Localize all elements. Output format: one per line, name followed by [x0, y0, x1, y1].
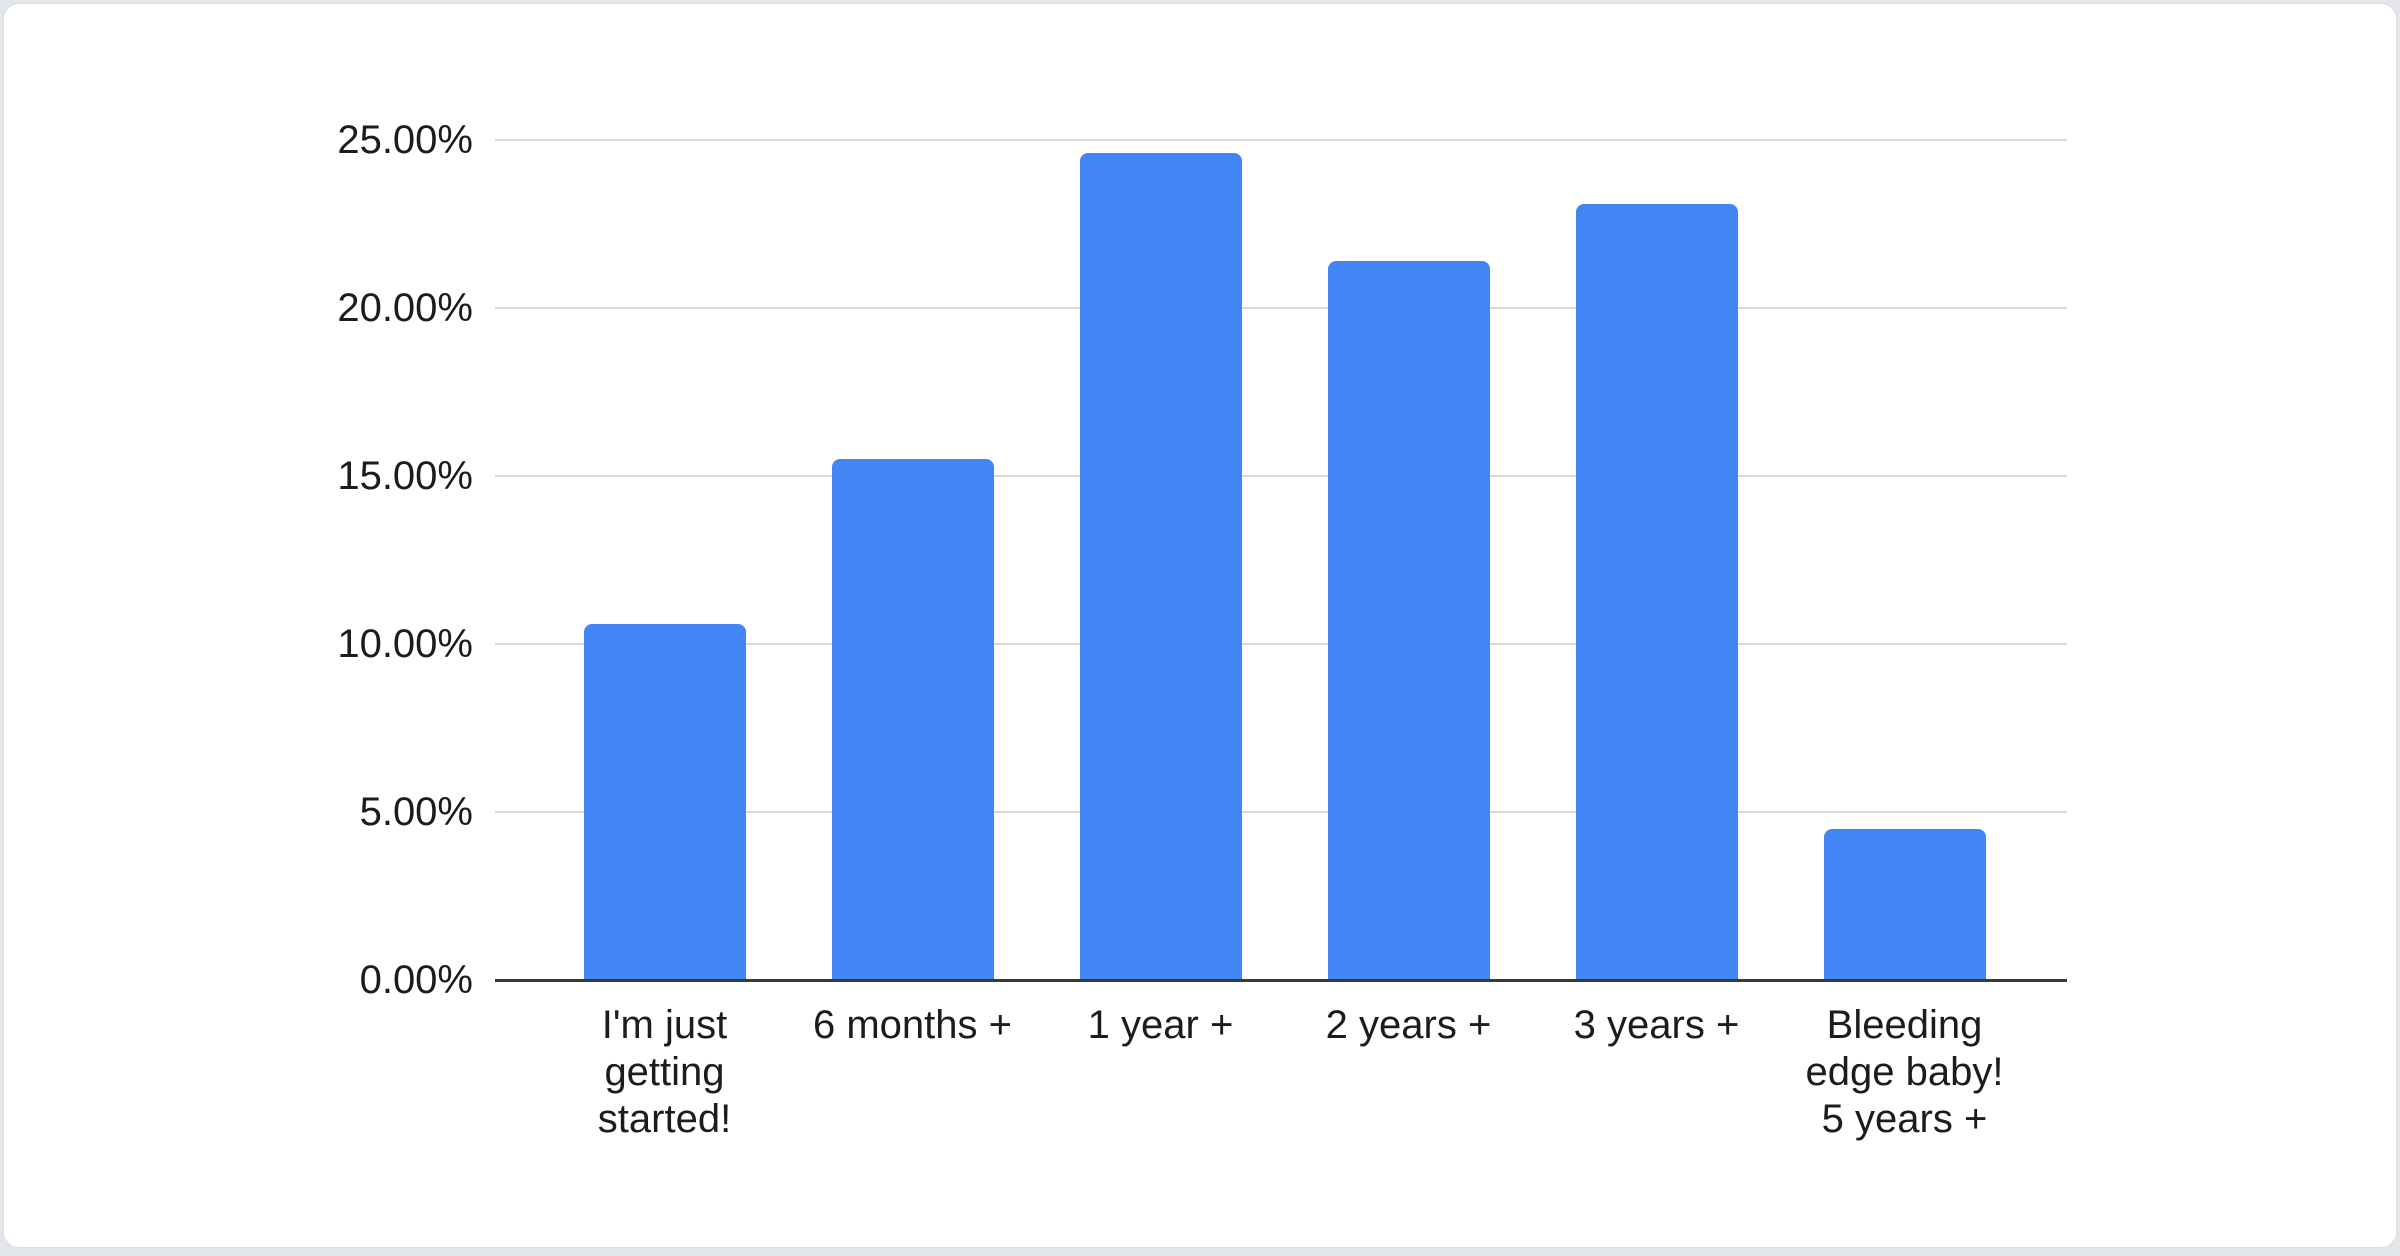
y-axis-tick-label: 20.00% [337, 286, 473, 330]
y-axis-tick-label: 10.00% [337, 622, 473, 666]
x-axis-band: 1 year + [1037, 1002, 1285, 1049]
y-axis-tick-label: 25.00% [337, 118, 473, 162]
x-axis-band: 6 months + [789, 1002, 1037, 1049]
x-axis-band: 2 years + [1285, 1002, 1533, 1049]
x-axis-line [495, 979, 2067, 982]
gridline [495, 475, 2067, 477]
x-axis-band: I'm just getting started! [541, 1002, 789, 1143]
x-axis-band: 3 years + [1533, 1002, 1781, 1049]
bar-4 [1327, 260, 1490, 980]
bar-3 [1079, 153, 1242, 980]
y-axis-tick-label: 5.00% [359, 790, 473, 834]
bar-6 [1823, 828, 1986, 980]
x-axis-category-label: 6 months + [812, 1003, 1012, 1047]
gridline [495, 139, 2067, 141]
y-axis-tick-label: 0.00% [359, 958, 473, 1002]
bar-1 [583, 623, 746, 980]
x-axis-category-label: Bleeding edge baby! 5 years + [1805, 1003, 2004, 1141]
gridline [495, 643, 2067, 645]
bar-5 [1575, 203, 1738, 980]
y-axis-tick-label: 15.00% [337, 454, 473, 498]
x-axis-category-label: 3 years + [1573, 1003, 1740, 1047]
gridline [495, 307, 2067, 309]
x-axis-category-label: 1 year + [1087, 1003, 1234, 1047]
gridline [495, 811, 2067, 813]
x-axis-category-label: 2 years + [1325, 1003, 1492, 1047]
x-axis-category-label: I'm just getting started! [597, 1003, 732, 1141]
bar-2 [831, 459, 994, 980]
x-axis-band: Bleeding edge baby! 5 years + [1781, 1002, 2029, 1143]
